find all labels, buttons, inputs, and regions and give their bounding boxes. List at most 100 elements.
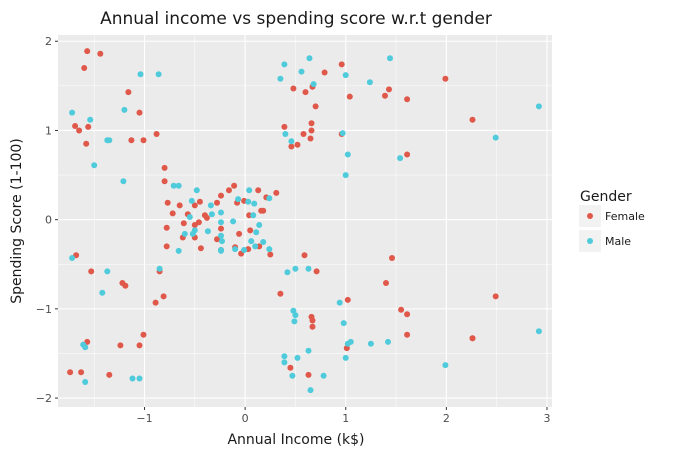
scatter-point-male — [232, 246, 239, 253]
scatter-point-female — [197, 245, 204, 252]
scatter-point-female — [136, 109, 143, 116]
scatter-point-female — [81, 65, 88, 71]
scatter-point-male — [218, 247, 224, 254]
scatter-point-male — [266, 246, 273, 253]
scatter-point-male — [121, 106, 128, 113]
scatter-point-male — [230, 218, 237, 225]
x-tick-label: 3 — [543, 412, 550, 425]
scatter-point-female — [128, 137, 135, 144]
scatter-point-male — [155, 71, 162, 78]
scatter-point-male — [288, 138, 295, 145]
legend-label-male: Male — [605, 235, 631, 248]
scatter-point-male — [266, 195, 273, 202]
scatter-point-female — [307, 135, 314, 142]
scatter-point-male — [156, 265, 163, 272]
scatter-point-male — [82, 379, 89, 385]
scatter-point-female — [382, 92, 388, 99]
scatter-point-female — [277, 290, 284, 297]
legend-title: Gender — [580, 189, 632, 205]
scatter-point-female — [267, 251, 274, 258]
scatter-point-female — [309, 317, 316, 324]
scatter-point-female — [288, 143, 295, 150]
scatter-point-female — [231, 182, 238, 189]
scatter-point-male — [535, 328, 542, 335]
scatter-point-male — [306, 55, 313, 62]
scatter-point-male — [347, 338, 354, 345]
scatter-point-female — [78, 369, 85, 376]
scatter-point-male — [397, 155, 404, 162]
scatter-point-female — [191, 202, 198, 209]
scatter-point-male — [342, 354, 349, 361]
scatter-point-female — [492, 293, 499, 300]
scatter-point-male — [320, 372, 327, 379]
scatter-point-male — [218, 232, 224, 239]
scatter-point-female — [294, 141, 301, 148]
scatter-point-male — [291, 318, 298, 325]
data-points — [67, 48, 542, 394]
scatter-point-male — [387, 55, 393, 62]
scatter-point-male — [340, 320, 347, 327]
scatter-point-male — [129, 375, 136, 382]
scatter-point-male — [219, 238, 225, 245]
scatter-point-female — [97, 50, 104, 57]
scatter-point-male — [282, 131, 289, 137]
scatter-point-female — [161, 178, 168, 185]
scatter-point-male — [189, 230, 196, 237]
scatter-point-male — [535, 103, 542, 110]
scatter-point-male — [104, 268, 111, 275]
scatter-point-male — [292, 265, 299, 272]
scatter-point-male — [69, 109, 76, 116]
x-tick-label: 0 — [242, 412, 249, 425]
scatter-point-female — [218, 225, 224, 232]
scatter-point-female — [305, 371, 312, 378]
scatter-point-female — [119, 280, 126, 286]
scatter-point-female — [161, 164, 168, 171]
scatter-point-female — [302, 89, 309, 96]
scatter-point-male — [366, 79, 373, 86]
y-tick-label: 0 — [45, 214, 52, 227]
scatter-point-female — [176, 202, 183, 209]
scatter-point-female — [290, 85, 297, 92]
y-axis-label: Spending Score (1-100) — [9, 138, 25, 304]
scatter-point-female — [300, 131, 307, 137]
scatter-point-male — [442, 362, 449, 369]
scatter-point-male — [208, 211, 215, 218]
scatter-point-male — [207, 202, 214, 209]
scatter-point-female — [287, 364, 294, 371]
scatter-point-female — [442, 75, 449, 82]
scatter-point-female — [247, 227, 254, 234]
scatter-point-male — [245, 198, 252, 205]
scatter-point-female — [125, 89, 132, 96]
scatter-point-male — [204, 228, 211, 235]
scatter-point-male — [246, 187, 253, 194]
scatter-point-male — [82, 344, 89, 351]
y-tick-label: 2 — [45, 35, 52, 48]
scatter-point-male — [87, 116, 94, 123]
scatter-point-female — [196, 198, 203, 205]
scatter-point-female — [469, 335, 476, 342]
scatter-point-female — [236, 230, 243, 237]
scatter-point-female — [383, 280, 389, 286]
scatter-point-female — [281, 123, 288, 130]
scatter-point-male — [253, 229, 260, 236]
scatter-point-female — [404, 151, 411, 158]
scatter-point-female — [67, 369, 74, 376]
scatter-point-female — [469, 116, 476, 123]
scatter-point-male — [260, 239, 267, 245]
scatter-point-male — [289, 372, 296, 379]
scatter-point-female — [83, 140, 90, 147]
scatter-point-male — [252, 243, 259, 250]
scatter-point-male — [281, 353, 288, 360]
scatter-point-male — [99, 289, 106, 296]
scatter-point-male — [170, 182, 177, 189]
scatter-point-male — [385, 338, 391, 345]
scatter-point-male — [91, 162, 98, 169]
scatter-point-female — [404, 331, 411, 338]
scatter-point-male — [193, 187, 200, 194]
x-axis-ticks: −1 0 1 2 3 — [136, 407, 550, 425]
scatter-point-female — [273, 189, 280, 196]
scatter-point-female — [76, 127, 83, 134]
scatter-point-male — [277, 75, 284, 82]
